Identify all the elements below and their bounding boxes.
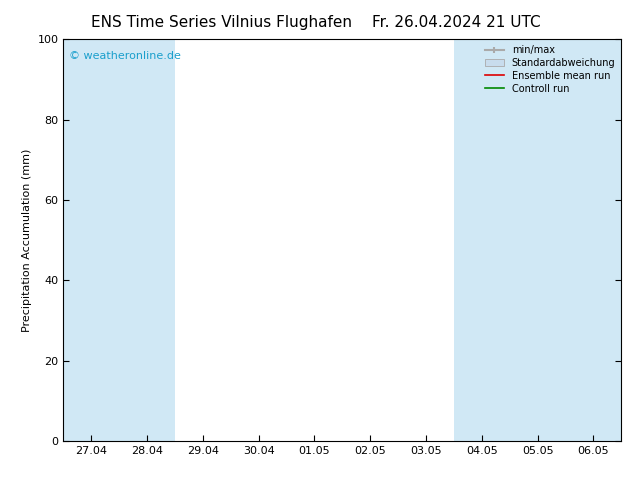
Text: Fr. 26.04.2024 21 UTC: Fr. 26.04.2024 21 UTC xyxy=(372,15,541,30)
Bar xyxy=(63,39,119,441)
Y-axis label: Precipitation Accumulation (mm): Precipitation Accumulation (mm) xyxy=(22,148,32,332)
Text: © weatheronline.de: © weatheronline.de xyxy=(69,51,181,61)
Bar xyxy=(454,39,510,441)
Text: ENS Time Series Vilnius Flughafen: ENS Time Series Vilnius Flughafen xyxy=(91,15,353,30)
Bar xyxy=(510,39,566,441)
Bar xyxy=(119,39,175,441)
Bar xyxy=(566,39,621,441)
Legend: min/max, Standardabweichung, Ensemble mean run, Controll run: min/max, Standardabweichung, Ensemble me… xyxy=(481,41,619,98)
